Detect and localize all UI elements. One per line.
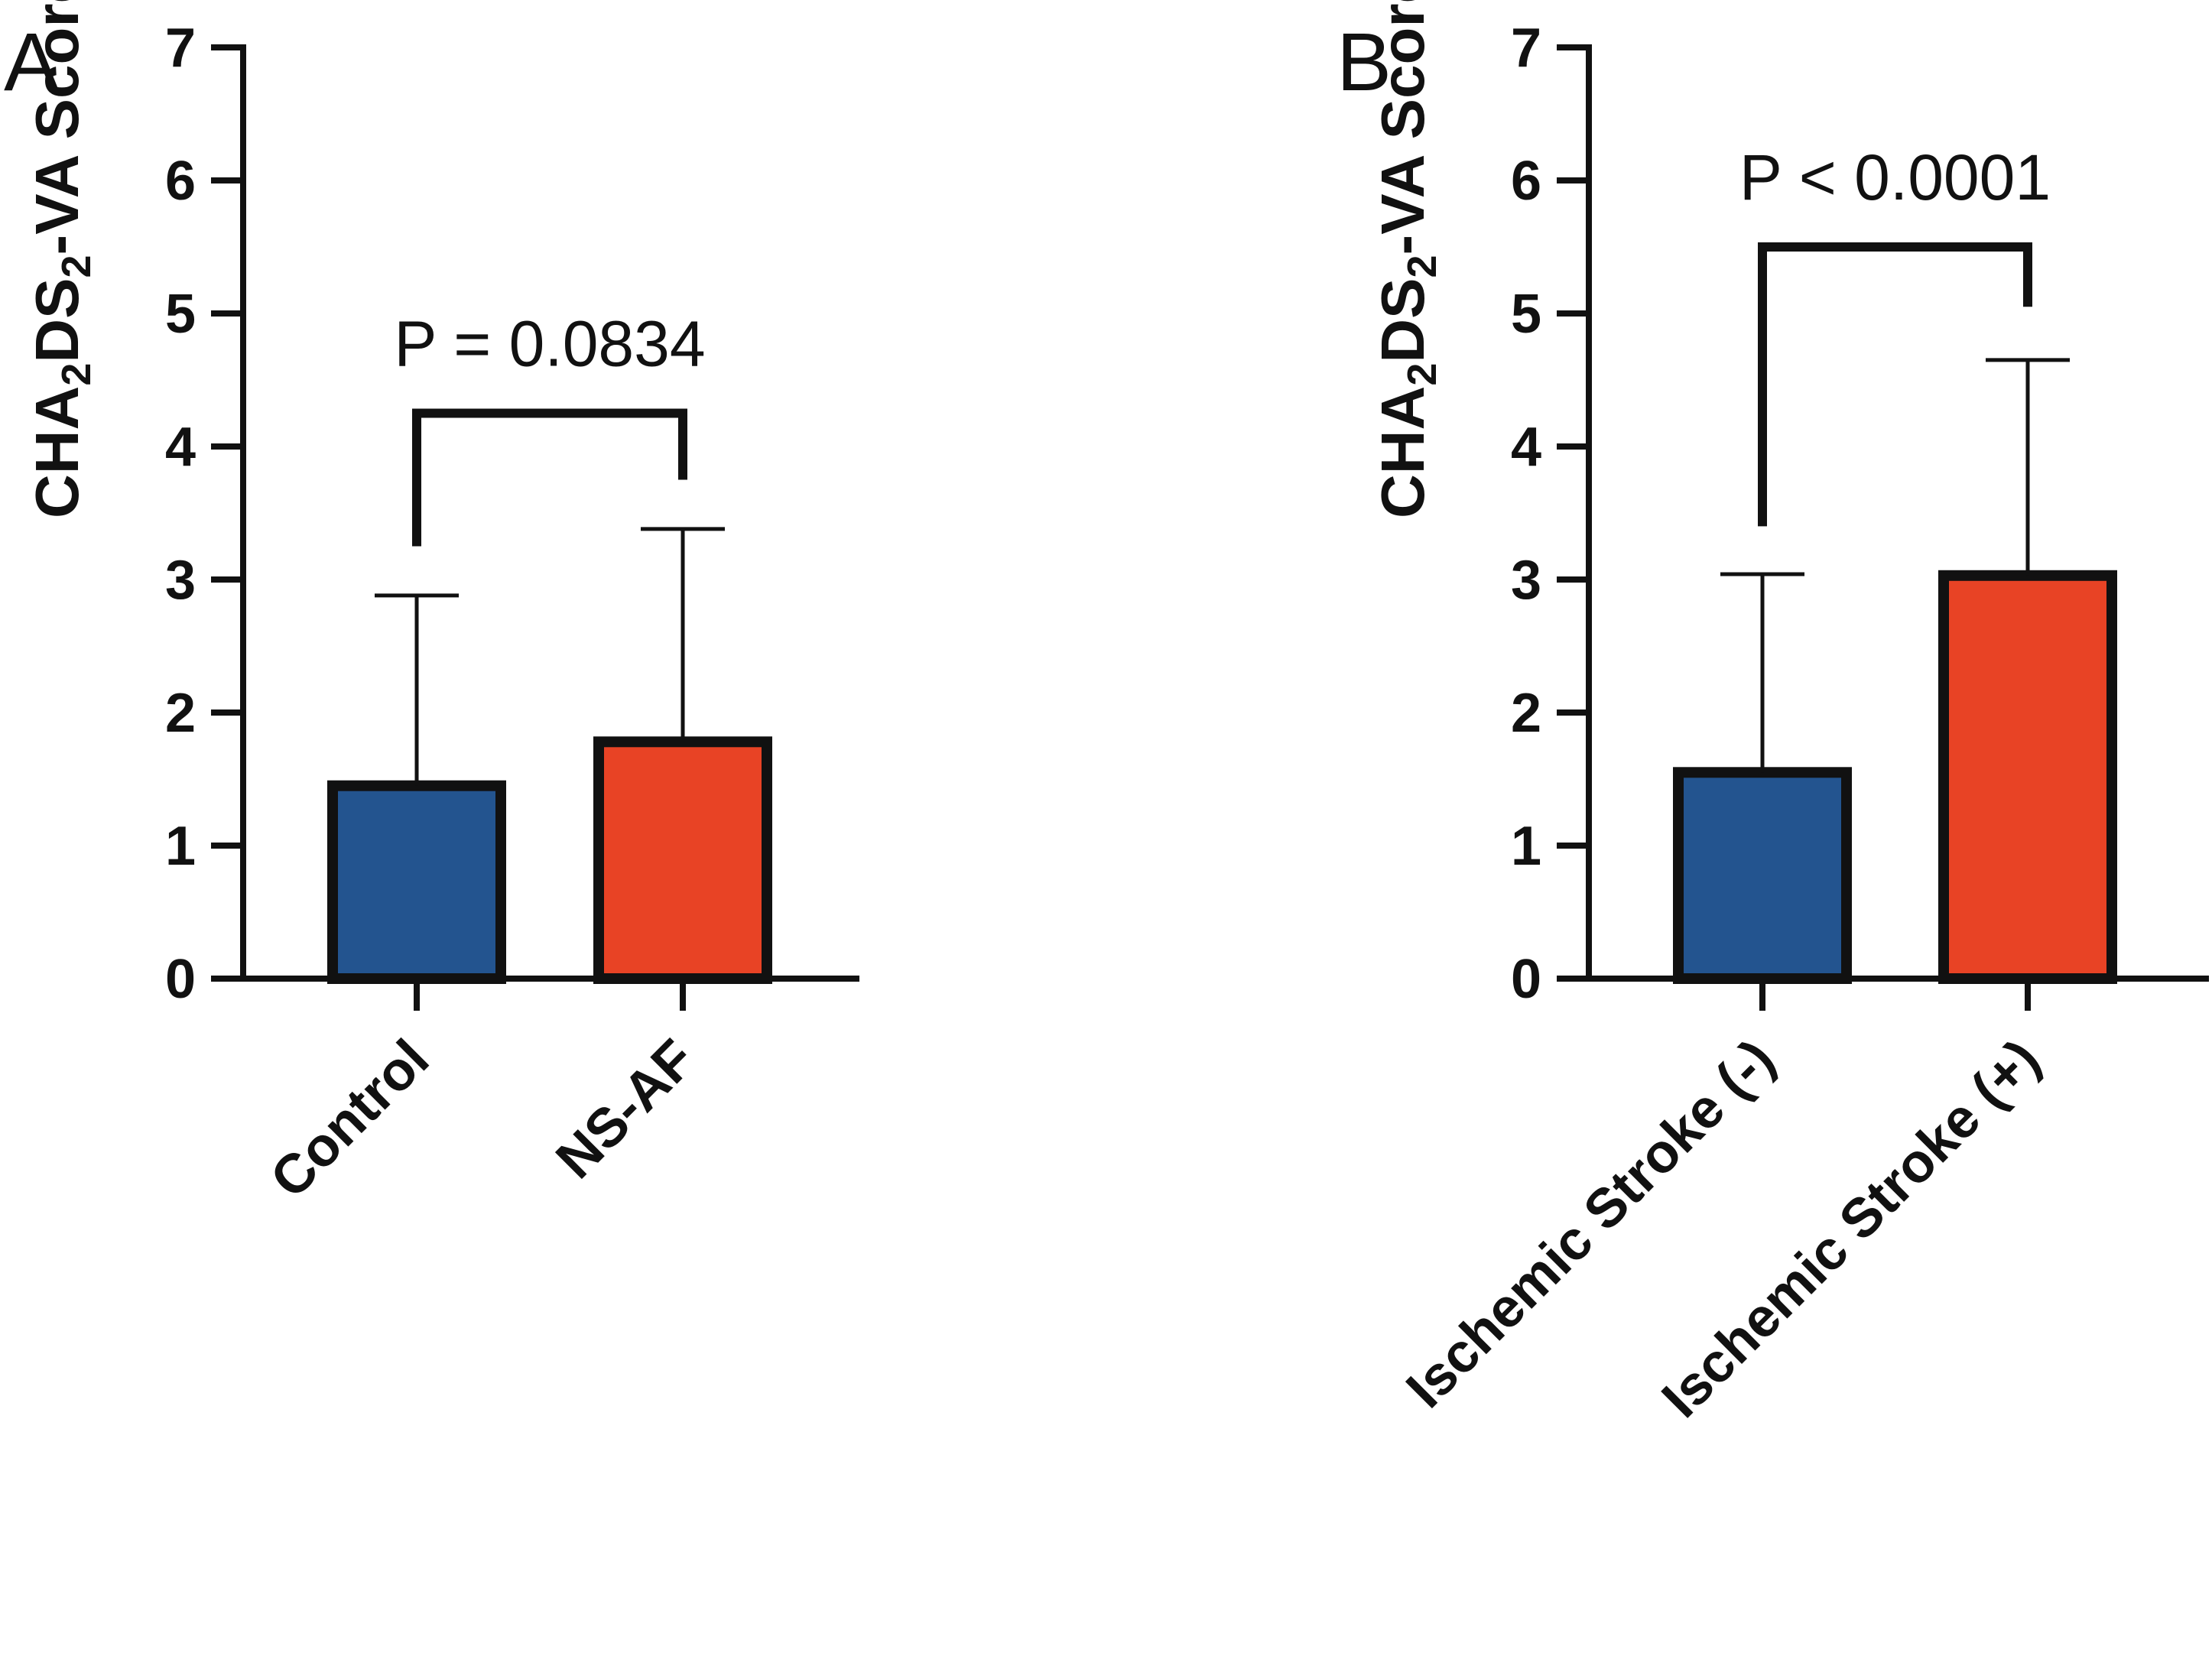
bar-control [327,780,506,984]
panel-a-y-tick-labels: 0 1 2 3 4 5 6 7 [165,18,196,1010]
y-tick-label: 7 [165,18,196,79]
y-tick-label: 1 [1511,816,1541,877]
y-tick-label: 0 [1511,949,1541,1010]
panel-b-y-axis-title: CHA2DS2-VA Score [1369,0,1445,518]
bar-ischemic-stroke- [1673,767,1852,984]
category-label: Control [259,1028,441,1210]
significance-bracket [412,408,687,547]
y-tick-label: 2 [1511,683,1541,744]
ylabel-subscript: 2 [54,363,99,386]
panel-b-axes [1557,44,2209,1011]
ylabel-part: -VA Score [1369,0,1437,255]
significance-bracket [1758,242,2032,527]
y-tick-label: 4 [165,417,196,478]
panel-a-p-value: P = 0.0834 [394,308,705,380]
panel-a-error-bars [375,527,725,786]
y-tick-label: 0 [165,949,196,1010]
panel-b-bars [1673,570,2117,984]
bar-ischemic-stroke- [1938,570,2117,984]
y-tick-label: 2 [165,683,196,744]
ylabel-subscript: 2 [1399,255,1445,278]
panel-b-significance-bracket [1758,242,2032,527]
ylabel-part: DS [1369,278,1437,362]
ylabel-subscript: 2 [1399,363,1445,386]
ylabel-part: -VA Score [23,0,91,255]
panel-b-letter: B [1337,15,1392,108]
ylabel-part: DS [23,278,91,362]
panel-b-category-labels: Ischemic Stroke (-)Ischemic Stroke (+) [1395,1028,2051,1430]
panel-a-letter: A [4,15,59,108]
y-tick-label: 3 [1511,550,1541,611]
panel-a-y-axis-title: CHA2DS2-VA Score [23,0,99,518]
ylabel-subscript: 2 [54,255,99,278]
panel-a-category-labels: Control NS-AF [259,1028,707,1210]
ylabel-part: CHA [23,386,91,518]
y-tick-label: 4 [1511,417,1541,478]
category-label: NS-AF [544,1028,706,1190]
y-tick-label: 6 [165,151,196,212]
ylabel-part: CHA [1369,386,1437,518]
panel-a-significance-bracket [412,408,687,547]
y-tick-label: 7 [1511,18,1541,79]
y-tick-label: 6 [1511,151,1541,212]
panel-a-bars [327,736,772,985]
panel-b-y-tick-labels: 0 1 2 3 4 5 6 7 [1511,18,1541,1010]
y-tick-label: 5 [165,284,196,345]
bar-ns-af [593,736,772,985]
panel-a-axes [211,44,859,1011]
y-tick-label: 3 [165,550,196,611]
panel-b-error-bars [1720,358,2070,773]
panel-b-p-value: P < 0.0001 [1739,141,2051,213]
y-tick-label: 1 [165,816,196,877]
y-tick-label: 5 [1511,284,1541,345]
